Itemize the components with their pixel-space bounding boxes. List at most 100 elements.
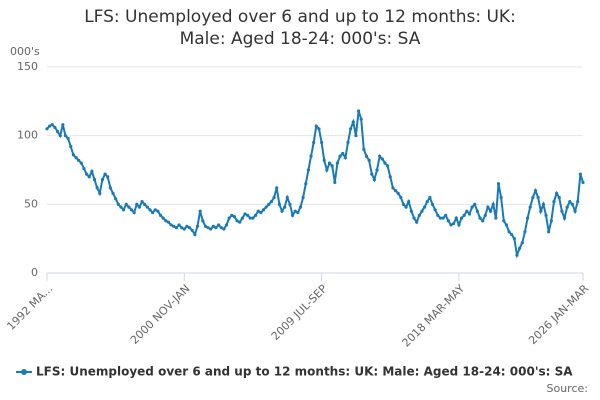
point xyxy=(359,117,363,121)
point xyxy=(246,213,250,217)
point xyxy=(174,226,178,230)
point xyxy=(557,195,561,200)
point xyxy=(151,210,155,215)
point xyxy=(77,158,81,162)
point xyxy=(296,210,300,215)
point xyxy=(388,175,392,179)
point xyxy=(166,220,171,224)
point xyxy=(407,199,411,204)
point xyxy=(335,161,340,165)
point xyxy=(127,205,131,209)
point xyxy=(275,186,279,190)
point xyxy=(478,216,482,220)
point xyxy=(430,202,435,206)
point xyxy=(185,224,189,228)
point xyxy=(256,209,260,213)
point xyxy=(66,136,70,141)
point xyxy=(436,213,440,217)
point xyxy=(253,213,258,217)
point xyxy=(288,202,292,206)
point xyxy=(298,205,303,209)
point xyxy=(164,219,168,223)
point xyxy=(417,213,421,217)
point xyxy=(393,189,398,193)
point xyxy=(510,232,514,237)
point xyxy=(158,213,163,217)
point xyxy=(143,202,147,206)
point xyxy=(306,168,310,172)
x-tick-label: 2000 NOV-JAN xyxy=(128,282,193,347)
point xyxy=(333,180,337,184)
point xyxy=(103,172,107,176)
point xyxy=(581,180,585,184)
legend-label: LFS: Unemployed over 6 and up to 12 mont… xyxy=(36,365,573,379)
point xyxy=(304,182,308,186)
point xyxy=(129,208,134,212)
point xyxy=(312,140,316,145)
point xyxy=(301,195,305,200)
point xyxy=(554,191,559,195)
point xyxy=(92,178,97,182)
point xyxy=(452,221,456,226)
point xyxy=(547,230,551,234)
point xyxy=(446,219,450,223)
point xyxy=(240,216,244,220)
point xyxy=(277,202,281,206)
point xyxy=(544,213,548,217)
point xyxy=(409,209,413,213)
point xyxy=(261,208,266,212)
point xyxy=(475,209,479,213)
point xyxy=(462,213,466,217)
point xyxy=(343,156,347,160)
point xyxy=(98,191,102,195)
point xyxy=(145,205,149,209)
point xyxy=(401,202,406,206)
point xyxy=(549,219,553,223)
point xyxy=(562,216,567,220)
point xyxy=(541,202,545,206)
point xyxy=(95,186,99,190)
point xyxy=(211,224,215,228)
point xyxy=(560,209,564,213)
point xyxy=(267,202,271,206)
point xyxy=(354,134,358,138)
point xyxy=(438,216,443,220)
point xyxy=(327,161,332,165)
point xyxy=(317,127,321,131)
point xyxy=(137,205,142,209)
point xyxy=(525,216,530,220)
point xyxy=(420,209,424,213)
point xyxy=(209,227,213,231)
point xyxy=(230,213,234,217)
point xyxy=(100,178,105,182)
point xyxy=(364,154,369,158)
point xyxy=(325,168,329,172)
point xyxy=(187,226,192,230)
x-tick-label: 2009 JUL-SEP xyxy=(269,282,330,343)
point xyxy=(55,129,60,134)
point xyxy=(222,227,226,231)
point xyxy=(293,209,297,213)
point xyxy=(272,195,276,200)
point xyxy=(518,246,522,250)
point xyxy=(330,164,334,168)
point xyxy=(504,223,509,227)
point xyxy=(195,224,200,228)
point xyxy=(119,205,123,209)
point xyxy=(283,205,287,209)
point xyxy=(499,195,503,200)
point xyxy=(488,209,493,213)
point xyxy=(441,216,445,220)
point xyxy=(422,205,427,209)
point xyxy=(378,154,382,158)
point xyxy=(502,219,506,223)
point xyxy=(259,210,263,215)
point xyxy=(520,241,524,245)
point xyxy=(465,209,469,213)
point xyxy=(412,216,416,220)
legend-marker xyxy=(21,369,27,375)
point xyxy=(219,226,223,230)
point xyxy=(349,127,353,131)
point xyxy=(370,172,374,176)
